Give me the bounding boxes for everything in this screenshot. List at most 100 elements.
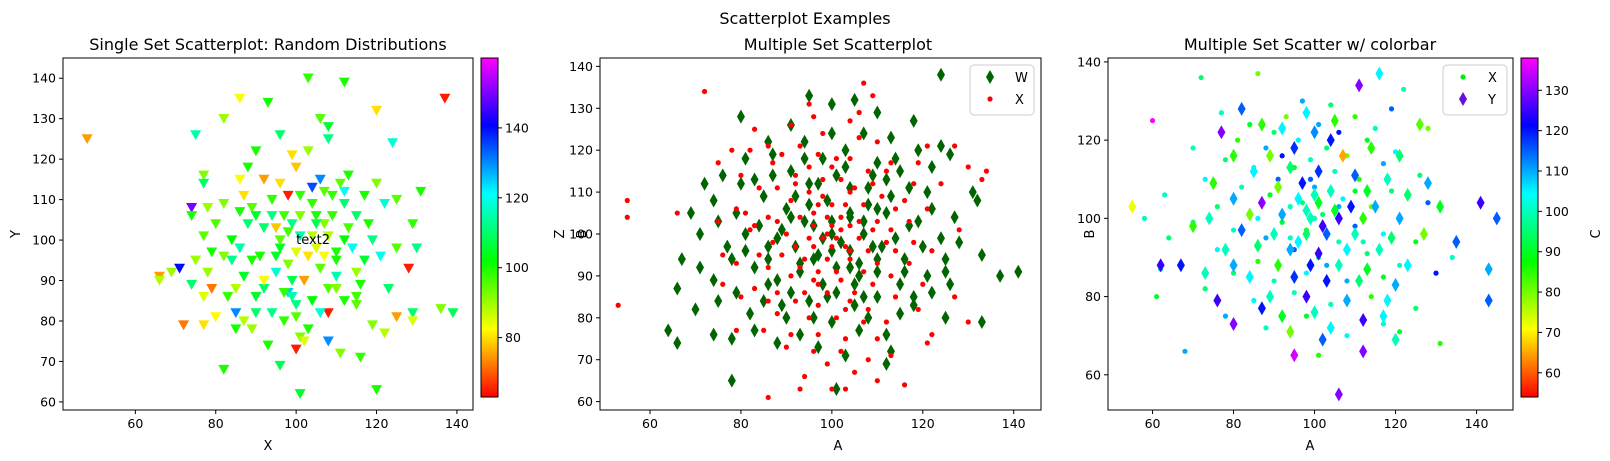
data-point [403, 263, 415, 274]
data-point-y [1237, 223, 1246, 238]
data-point-y [1229, 316, 1238, 331]
data-point [278, 211, 290, 222]
data-point [274, 130, 286, 141]
data-point [302, 324, 314, 335]
data-point-w [773, 273, 782, 288]
data-point-w [741, 151, 750, 166]
data-point-y [1322, 227, 1331, 241]
colorbar-tick-label: 120 [505, 190, 529, 205]
data-point-y [1367, 140, 1376, 155]
data-point-w [841, 143, 850, 158]
data-point-y [1347, 199, 1355, 214]
data-point-x [792, 181, 799, 187]
data-point-w [850, 92, 859, 107]
data-point-x [774, 218, 780, 225]
data-point-x [1307, 157, 1314, 163]
data-point [210, 219, 222, 230]
data-point-x [1372, 125, 1378, 131]
colorbar-tick-label: 80 [505, 330, 521, 345]
data-point-w [882, 206, 891, 221]
data-point-y [1334, 211, 1343, 226]
data-point-x [1413, 305, 1419, 311]
data-point-w [868, 239, 877, 254]
data-point [330, 271, 342, 282]
y-tick-label: 60 [577, 394, 593, 409]
data-point-x [851, 369, 858, 375]
data-point-x [1437, 340, 1443, 347]
data-point-w [777, 222, 786, 237]
data-point-w [814, 340, 823, 355]
data-point-w [714, 294, 723, 309]
data-point-x [847, 189, 853, 195]
data-point-x [792, 298, 799, 304]
data-point-x [820, 130, 826, 137]
data-point-x [1287, 235, 1293, 241]
data-point-x [1324, 262, 1330, 268]
data-point-x [847, 223, 853, 229]
data-point-x [842, 336, 849, 342]
data-point-x [624, 197, 630, 204]
data-point-x [774, 290, 780, 296]
data-point-x [1307, 176, 1314, 182]
data-point-w [727, 373, 736, 388]
data-point [407, 308, 419, 319]
data-point-w [946, 277, 955, 292]
panel1-plot-area [63, 58, 473, 410]
data-point [218, 364, 230, 375]
data-point-x [788, 331, 794, 338]
data-point-x [1299, 98, 1305, 104]
data-point-y [1452, 234, 1461, 249]
data-point-y [1363, 262, 1372, 277]
data-point-x [1316, 352, 1322, 358]
data-point-w [741, 243, 750, 258]
data-point-x [756, 185, 762, 191]
data-point-w [923, 185, 932, 200]
data-point [258, 223, 270, 234]
data-point-w [764, 277, 773, 292]
data-point-x [779, 252, 785, 258]
data-point-x [929, 248, 935, 254]
data-point-x [811, 210, 817, 216]
data-point-x [965, 164, 971, 170]
data-point [266, 308, 278, 319]
y-tick-label: 110 [32, 192, 56, 207]
panel2-points [615, 67, 1023, 401]
data-point-w [696, 260, 705, 275]
data-point-x [833, 235, 840, 241]
data-point-x [1324, 145, 1330, 151]
data-point-w [977, 247, 986, 262]
data-point-x [797, 386, 803, 392]
data-point-x [801, 290, 808, 296]
data-point-w [791, 189, 800, 204]
data-point-y [1387, 230, 1396, 245]
data-point-y [1274, 258, 1283, 273]
data-point-x [765, 264, 771, 271]
data-point-w [786, 285, 795, 300]
data-point [379, 328, 391, 339]
data-point-x [1401, 86, 1407, 92]
data-point-y [1245, 207, 1254, 222]
data-point-w [896, 164, 905, 179]
x-tick-label: 60 [1145, 416, 1161, 431]
data-point [270, 223, 282, 234]
data-point-x [806, 101, 812, 107]
data-point [354, 279, 366, 290]
data-point-x [788, 273, 794, 279]
data-point-x [715, 218, 721, 225]
data-point-x [797, 143, 803, 149]
data-point [202, 203, 214, 213]
data-point-y [1492, 211, 1501, 226]
data-point [278, 287, 290, 298]
legend-marker [1460, 74, 1466, 80]
data-point-y [1266, 289, 1274, 304]
panel1-y-axis: 60 70 80 90 100 110 120 130 140 [32, 71, 63, 409]
data-point-x [1214, 204, 1220, 210]
data-point [387, 138, 399, 149]
data-point-y [1318, 219, 1327, 234]
data-point-w [882, 327, 891, 342]
data-point-x [1397, 329, 1403, 335]
data-point-y [1302, 227, 1311, 241]
data-point-x [938, 181, 944, 187]
x-tick-label: 60 [127, 416, 143, 431]
data-point-x [847, 155, 853, 162]
